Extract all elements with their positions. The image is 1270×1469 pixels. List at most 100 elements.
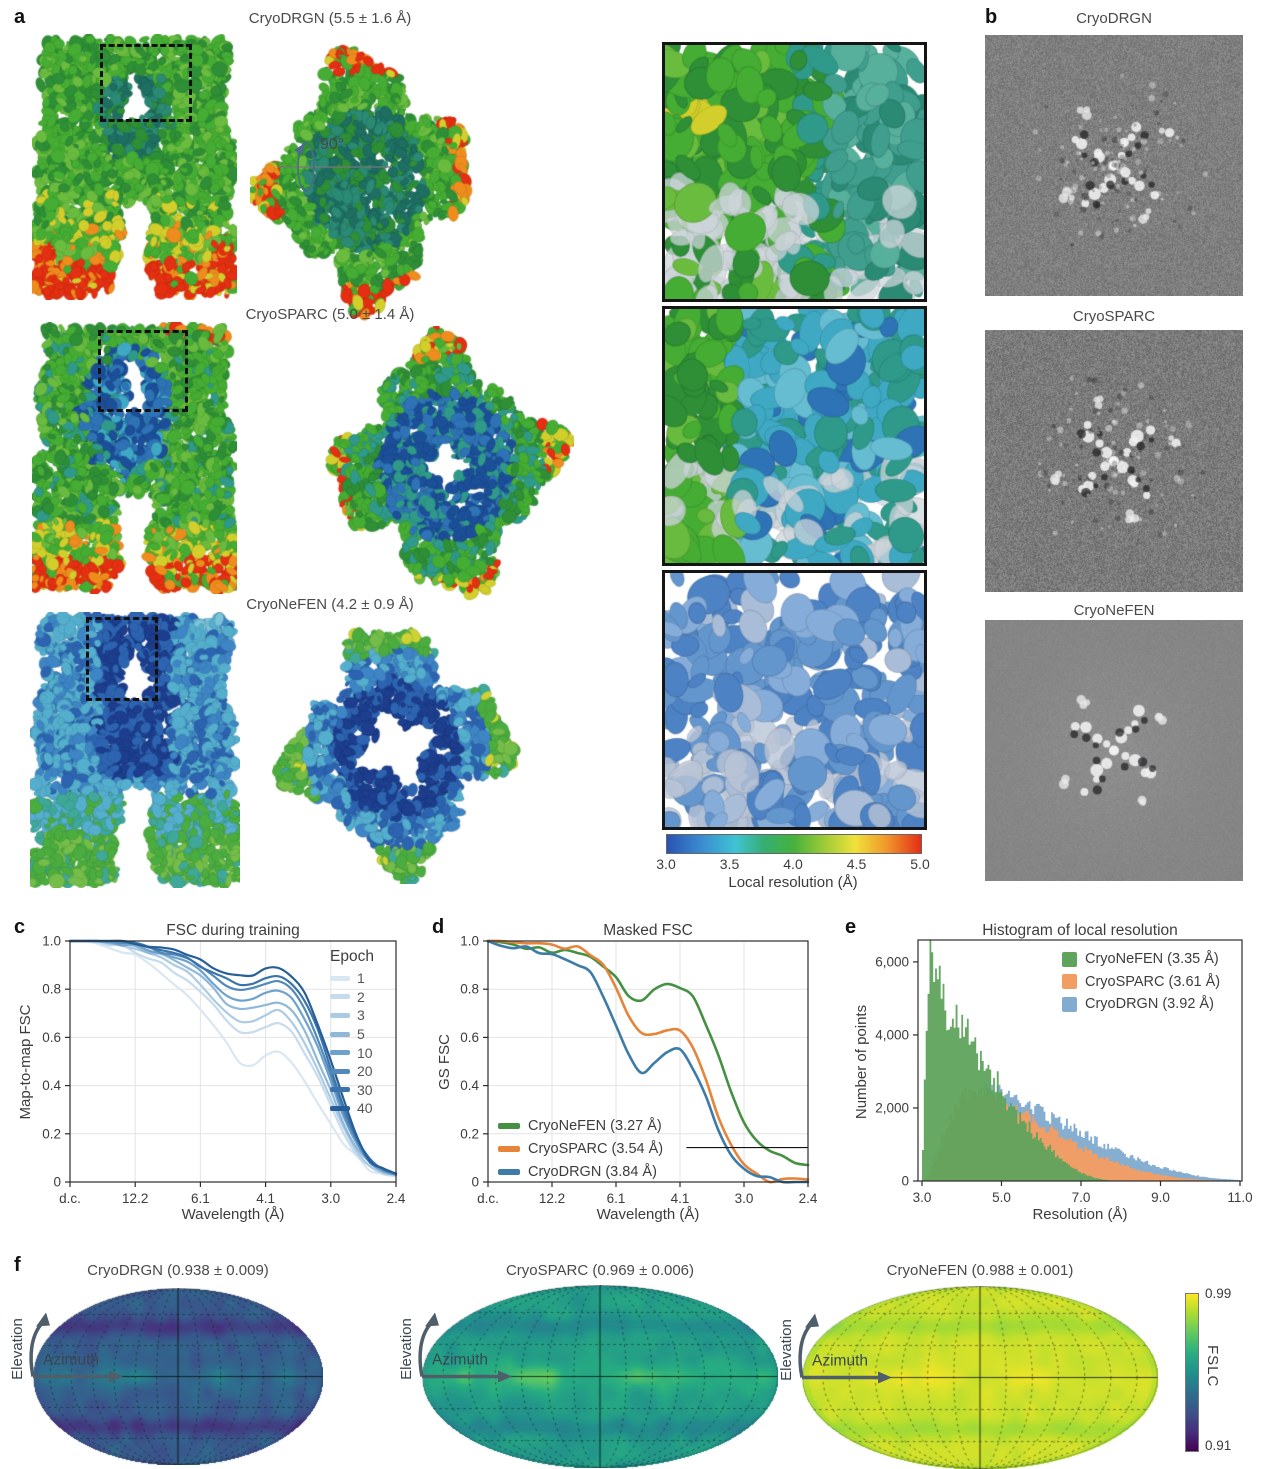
legend-label: 2 bbox=[357, 988, 365, 1005]
rotation-angle-label: 90° bbox=[320, 136, 345, 153]
inset-map-cryonefen bbox=[665, 573, 924, 827]
svg-text:0.6: 0.6 bbox=[460, 1030, 479, 1045]
rotation-axis-icon bbox=[278, 142, 392, 192]
legend-swatch bbox=[498, 1122, 520, 1129]
svg-text:2.4: 2.4 bbox=[799, 1191, 818, 1206]
legend-item: CryoDRGN (3.84 Å) bbox=[498, 1160, 663, 1183]
svg-text:6.1: 6.1 bbox=[191, 1191, 210, 1206]
legend-label: CryoDRGN (3.84 Å) bbox=[528, 1163, 657, 1180]
chart-c-xlabel: Wavelength (Å) bbox=[181, 1206, 285, 1223]
svg-text:4.1: 4.1 bbox=[671, 1191, 690, 1206]
fslc-map-title-cryodrgn: CryoDRGN (0.938 ± 0.009) bbox=[87, 1262, 269, 1279]
svg-text:1.0: 1.0 bbox=[460, 934, 479, 949]
projection-image-cryonefen bbox=[985, 620, 1243, 881]
legend-item: 10 bbox=[330, 1043, 374, 1062]
svg-text:7.0: 7.0 bbox=[1072, 1190, 1091, 1205]
svg-text:4.1: 4.1 bbox=[256, 1191, 275, 1206]
legend-label: CryoDRGN (3.92 Å) bbox=[1085, 996, 1214, 1013]
masked-fsc-legend: CryoNeFEN (3.27 Å) CryoSPARC (3.54 Å) Cryo… bbox=[498, 1114, 663, 1183]
panel-d-label: d bbox=[432, 916, 445, 938]
density-map-top-cryosparc bbox=[318, 326, 574, 606]
legend-label: 3 bbox=[357, 1007, 365, 1024]
zoom-region-box-cryodrgn bbox=[100, 44, 192, 122]
fslc-mollweide-cryodrgn bbox=[33, 1288, 323, 1465]
fslc-colorbar-min: 0.91 bbox=[1205, 1438, 1232, 1453]
chart-e-ylabel: Number of points bbox=[853, 1004, 870, 1120]
fsc-training-chart: d.c. 12.2 6.1 4.1 3.0 2.4 0 0.2 0.4 0.6 0.8 1.0 Epoc… bbox=[0, 918, 420, 1210]
svg-text:6.1: 6.1 bbox=[607, 1191, 626, 1206]
legend-label: 20 bbox=[357, 1063, 373, 1080]
epoch-legend: Epoch 1 2 3 5 10 20 30 40 bbox=[330, 948, 374, 1118]
svg-text:d.c.: d.c. bbox=[59, 1191, 81, 1206]
local-resolution-tick: 4.5 bbox=[846, 856, 867, 872]
svg-text:5.0: 5.0 bbox=[992, 1190, 1011, 1205]
legend-swatch bbox=[1062, 974, 1077, 990]
svg-text:0.8: 0.8 bbox=[42, 982, 61, 997]
elevation-arrow-label: Elevation bbox=[9, 1317, 26, 1380]
legend-item: 1 bbox=[330, 969, 374, 988]
density-map-side-cryodrgn bbox=[32, 34, 237, 300]
density-map-top-cryonefen bbox=[272, 614, 522, 884]
legend-label: 30 bbox=[357, 1081, 373, 1098]
legend-swatch bbox=[330, 1105, 350, 1111]
legend-swatch bbox=[330, 1012, 350, 1018]
fslc-map-title-cryonefen: CryoNeFEN (0.988 ± 0.001) bbox=[886, 1262, 1074, 1279]
local-resolution-histogram-chart: 3.0 5.0 7.0 9.0 11.0 0 2,000 4,000 6,000 CryoNeFE… bbox=[840, 918, 1270, 1210]
legend-swatch bbox=[330, 1050, 350, 1056]
chart-d-ylabel: GS FSC bbox=[436, 1034, 453, 1090]
local-resolution-tick: 3.5 bbox=[719, 856, 740, 872]
legend-item: CryoSPARC (3.54 Å) bbox=[498, 1137, 663, 1160]
svg-text:2,000: 2,000 bbox=[875, 1100, 909, 1115]
legend-swatch bbox=[330, 994, 350, 1000]
svg-text:9.0: 9.0 bbox=[1151, 1190, 1170, 1205]
legend-label: CryoNeFEN (3.27 Å) bbox=[528, 1117, 662, 1134]
inset-map-cryodrgn bbox=[665, 45, 924, 299]
panel-e-label: e bbox=[845, 916, 857, 938]
projection-title-cryodrgn: CryoDRGN bbox=[1076, 10, 1152, 27]
elevation-arrow-label: Elevation bbox=[778, 1318, 795, 1381]
legend-swatch bbox=[330, 1087, 350, 1093]
svg-text:3.0: 3.0 bbox=[735, 1191, 754, 1206]
zoom-region-box-cryosparc bbox=[98, 330, 188, 412]
map-row-title-cryodrgn: CryoDRGN (5.5 ± 1.6 Å) bbox=[248, 10, 412, 27]
svg-text:2.4: 2.4 bbox=[387, 1191, 406, 1206]
fslc-mollweide-cryonefen bbox=[802, 1286, 1158, 1469]
legend-swatch bbox=[1062, 996, 1077, 1012]
legend-label: CryoNeFEN (3.35 Å) bbox=[1085, 951, 1219, 968]
fslc-map-title-cryosparc: CryoSPARC (0.969 ± 0.006) bbox=[505, 1262, 695, 1279]
chart-e-xlabel: Resolution (Å) bbox=[1032, 1206, 1128, 1223]
map-row-title-cryosparc: CryoSPARC (5.0 ± 1.4 Å) bbox=[245, 306, 415, 323]
svg-text:0.6: 0.6 bbox=[42, 1030, 61, 1045]
legend-item: 40 bbox=[330, 1099, 374, 1118]
panel-f-label: f bbox=[14, 1254, 21, 1276]
fslc-colorbar bbox=[1185, 1293, 1199, 1452]
plot-area-d: d.c. 12.2 6.1 4.1 3.0 2.4 0 0.2 0.4 0.6 0.8 1.0 bbox=[460, 934, 818, 1207]
legend-label: 5 bbox=[357, 1026, 365, 1043]
svg-text:0: 0 bbox=[471, 1175, 479, 1190]
projection-title-cryonefen: CryoNeFEN bbox=[1073, 602, 1155, 619]
rotation-90-icon: 90° bbox=[258, 134, 398, 204]
chart-d-title: Masked FSC bbox=[603, 922, 693, 939]
svg-text:12.2: 12.2 bbox=[122, 1191, 148, 1206]
legend-label: 1 bbox=[357, 970, 365, 987]
plot-area-e: 3.0 5.0 7.0 9.0 11.0 0 2,000 4,000 6,000 bbox=[875, 939, 1253, 1205]
svg-text:3.0: 3.0 bbox=[913, 1190, 932, 1205]
inset-map-cryosparc bbox=[665, 309, 924, 563]
svg-text:0.2: 0.2 bbox=[42, 1126, 61, 1141]
svg-text:12.2: 12.2 bbox=[539, 1191, 565, 1206]
fslc-mollweide-cryosparc bbox=[422, 1285, 778, 1468]
fslc-colorbar-max: 0.99 bbox=[1205, 1286, 1232, 1301]
density-map-side-cryosparc bbox=[32, 322, 237, 594]
legend-swatch bbox=[330, 1031, 350, 1037]
projection-image-cryodrgn bbox=[985, 35, 1243, 296]
legend-item: CryoNeFEN (3.35 Å) bbox=[1062, 948, 1220, 971]
chart-c-ylabel: Map-to-map FSC bbox=[17, 1004, 34, 1120]
svg-text:0.2: 0.2 bbox=[460, 1126, 479, 1141]
chart-d-xlabel: Wavelength (Å) bbox=[596, 1206, 700, 1223]
svg-text:0.4: 0.4 bbox=[460, 1078, 479, 1093]
legend-swatch bbox=[498, 1168, 520, 1175]
legend-item: 3 bbox=[330, 1006, 374, 1025]
legend-swatch bbox=[330, 1068, 350, 1074]
local-resolution-tick: 5.0 bbox=[910, 856, 930, 872]
